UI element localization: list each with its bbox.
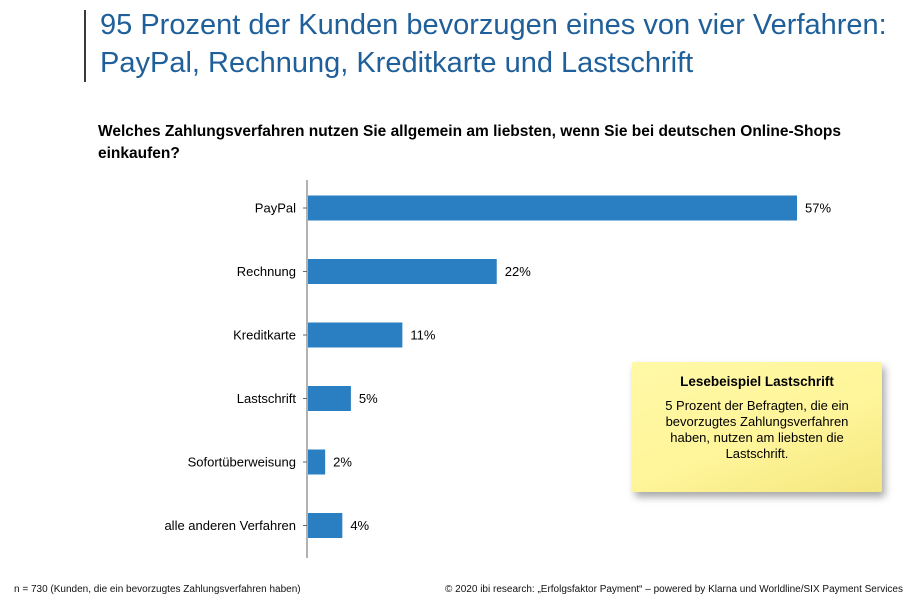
page-title: 95 Prozent der Kunden bevorzugen eines v…: [100, 6, 900, 82]
bar-5: [308, 513, 343, 538]
title-accent-rule: [84, 10, 86, 82]
category-label: Kreditkarte: [233, 328, 296, 343]
value-label: 2%: [333, 455, 352, 470]
value-label: 22%: [505, 264, 531, 279]
bar-1: [308, 259, 497, 284]
value-label: 11%: [410, 328, 435, 343]
sample-size-footnote: n = 730 (Kunden, die ein bevorzugtes Zah…: [14, 584, 301, 595]
title-line-1: 95 Prozent der Kunden bevorzugen eines v…: [100, 9, 887, 41]
bar-2: [308, 322, 403, 348]
category-label: Rechnung: [237, 264, 296, 279]
bar-4: [308, 449, 326, 475]
title-line-2: PayPal, Rechnung, Kreditkarte und Lastsc…: [100, 47, 694, 79]
note-body: 5 Prozent der Befragten, die ein bevorzu…: [665, 398, 849, 461]
bar-3: [308, 386, 351, 411]
category-label: Sofortüberweisung: [188, 455, 296, 470]
source-footnote: © 2020 ibi research: „Erfolgsfaktor Paym…: [445, 584, 903, 595]
bar-0: [308, 195, 797, 221]
value-label: 57%: [805, 201, 831, 216]
category-label: PayPal: [255, 201, 296, 216]
value-label: 4%: [350, 518, 369, 533]
note-heading: Lesebeispiel Lastschrift: [680, 374, 834, 389]
survey-question: Welches Zahlungsverfahren nutzen Sie all…: [98, 123, 842, 162]
category-label: alle anderen Verfahren: [164, 518, 296, 533]
category-label: Lastschrift: [237, 391, 297, 406]
reading-example-note: Lesebeispiel Lastschrift 5 Prozent der B…: [632, 362, 882, 492]
value-label: 5%: [359, 391, 378, 406]
